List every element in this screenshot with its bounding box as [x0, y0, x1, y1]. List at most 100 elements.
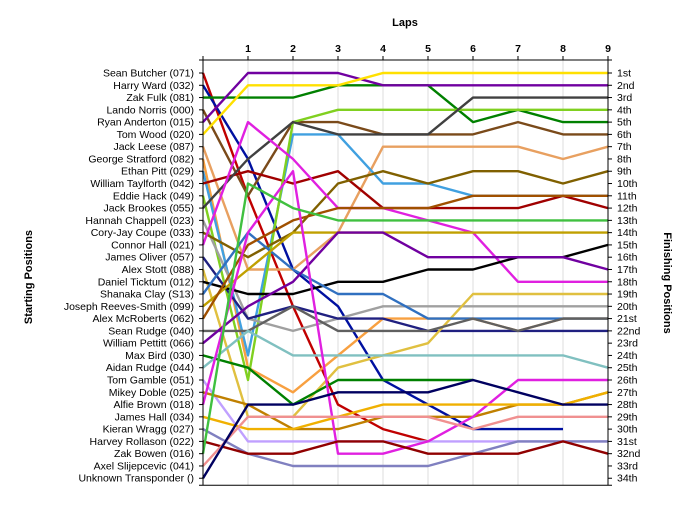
series-line — [202, 379, 608, 443]
starting-position-labels: Sean Butcher (071)Harry Ward (032)Zak Fu… — [64, 68, 194, 485]
lap-tick-label: 8 — [560, 43, 566, 55]
finishing-position-label: 15th — [617, 239, 638, 251]
starting-position-label: Jack Leese (087) — [113, 141, 194, 153]
finishing-position-label: 20th — [617, 301, 638, 313]
series-line — [202, 428, 608, 468]
starting-position-label: Alex McRoberts (062) — [92, 313, 194, 325]
finishing-position-label: 27th — [617, 387, 638, 399]
lap-tick-label: 2 — [290, 43, 296, 55]
starting-position-label: Jack Brookes (055) — [104, 203, 194, 215]
starting-position-label: Zak Bowen (016) — [114, 448, 194, 460]
starting-position-label: Sean Butcher (071) — [103, 68, 194, 80]
finishing-position-label: 18th — [617, 276, 638, 288]
series-line — [202, 231, 608, 308]
finishing-position-label: 29th — [617, 411, 638, 423]
series-line — [202, 440, 609, 455]
lap-tick-labels: 1 2 3 4 5 6 7 8 9 — [245, 43, 611, 55]
starting-position-label: William Taylforth (042) — [90, 178, 194, 190]
series-line — [202, 71, 608, 136]
finishing-position-label: 26th — [617, 375, 638, 387]
series-line — [201, 194, 608, 320]
series-line — [203, 84, 608, 124]
starting-position-label: Ryan Anderton (015) — [97, 117, 194, 129]
starting-position-label: Ethan Pitt (029) — [121, 166, 194, 178]
series-line — [202, 391, 609, 431]
starting-position-label: Aidan Rudge (044) — [106, 362, 194, 374]
finishing-position-label: 32nd — [617, 448, 641, 460]
lap-tick-label: 7 — [515, 43, 521, 55]
starting-position-label: Harry Ward (032) — [113, 80, 194, 92]
lap-tick-label: 9 — [605, 43, 611, 55]
axes — [199, 56, 612, 486]
starting-position-label: Harvey Rollason (022) — [90, 436, 194, 448]
finishing-position-label: 5th — [617, 117, 632, 129]
finishing-position-label: 30th — [617, 424, 638, 436]
series-line — [202, 354, 473, 406]
starting-position-label: James Hall (034) — [115, 411, 194, 423]
finishing-position-label: 19th — [617, 289, 638, 301]
starting-position-label: Daniel Ticktum (012) — [98, 276, 194, 288]
series-lines — [201, 71, 609, 479]
finishing-position-label: 12th — [617, 203, 638, 215]
finishing-position-label: 17th — [617, 264, 638, 276]
starting-position-label: Zak Fulk (081) — [126, 92, 194, 104]
series-line — [202, 71, 608, 123]
series-line — [202, 169, 609, 259]
series-line — [201, 182, 608, 454]
finishing-position-label: 24th — [617, 350, 638, 362]
series-line — [202, 415, 608, 467]
finishing-position-label: 7th — [617, 141, 632, 153]
finishing-position-label: 6th — [617, 129, 632, 141]
lap-tick-label: 1 — [245, 43, 251, 55]
starting-position-label: Shanaka Clay (S13) — [100, 289, 194, 301]
starting-position-label: Max Bird (030) — [125, 350, 194, 362]
starting-position-label: Alex Stott (088) — [122, 264, 194, 276]
finishing-position-label: 14th — [617, 227, 638, 239]
starting-position-label: Eddie Hack (049) — [113, 190, 194, 202]
finishing-position-label: 25th — [617, 362, 638, 374]
finishing-position-label: 21st — [617, 313, 637, 325]
starting-position-label: Lando Norris (000) — [106, 104, 194, 116]
series-line — [202, 391, 609, 431]
lap-tick-label: 4 — [380, 43, 386, 55]
lap-tick-label: 3 — [335, 43, 341, 55]
starting-position-label: Tom Gamble (051) — [107, 375, 194, 387]
finishing-position-label: 1st — [617, 68, 631, 80]
x-axis-title: Laps — [392, 17, 418, 29]
starting-position-label: Alfie Brown (018) — [113, 399, 194, 411]
starting-position-label: Sean Rudge (040) — [108, 325, 194, 337]
starting-position-label: Unknown Transponder () — [78, 473, 194, 485]
finishing-position-label: 10th — [617, 178, 638, 190]
series-line — [201, 120, 608, 283]
starting-position-label: Mikey Doble (025) — [109, 387, 194, 399]
series-line — [201, 145, 609, 271]
finishing-position-label: 34th — [617, 473, 638, 485]
series-line — [202, 256, 608, 333]
finishing-position-labels: 1st2nd3rd4th5th6th7th8th9th10th11th12th1… — [617, 68, 641, 485]
finishing-position-label: 4th — [617, 104, 632, 116]
starting-position-label: Tom Wood (020) — [117, 129, 194, 141]
finishing-position-label: 13th — [617, 215, 638, 227]
finishing-position-label: 22nd — [617, 325, 641, 337]
finishing-position-label: 33rd — [617, 460, 638, 472]
lap-tick-label: 6 — [470, 43, 476, 55]
finishing-position-label: 3rd — [617, 92, 632, 104]
finishing-position-label: 31st — [617, 436, 637, 448]
finishing-position-label: 9th — [617, 166, 632, 178]
starting-position-label: Kieran Wragg (027) — [103, 424, 194, 436]
starting-position-label: James Oliver (057) — [105, 252, 194, 264]
starting-position-label: Cory-Jay Coupe (033) — [91, 227, 194, 239]
starting-position-label: Hannah Chappell (023) — [85, 215, 194, 227]
starting-position-label: William Pettitt (066) — [103, 338, 194, 350]
series-line — [203, 305, 608, 333]
starting-position-label: Axel Slijepcevic (041) — [94, 460, 194, 472]
finishing-position-label: 16th — [617, 252, 638, 264]
y-axis-left-title: Starting Positions — [23, 230, 35, 324]
series-line — [202, 231, 609, 345]
y-axis-right-title: Finishing Positions — [661, 232, 673, 333]
lap-tick-label: 5 — [425, 43, 431, 55]
series-line — [202, 329, 609, 369]
finishing-position-label: 28th — [617, 399, 638, 411]
